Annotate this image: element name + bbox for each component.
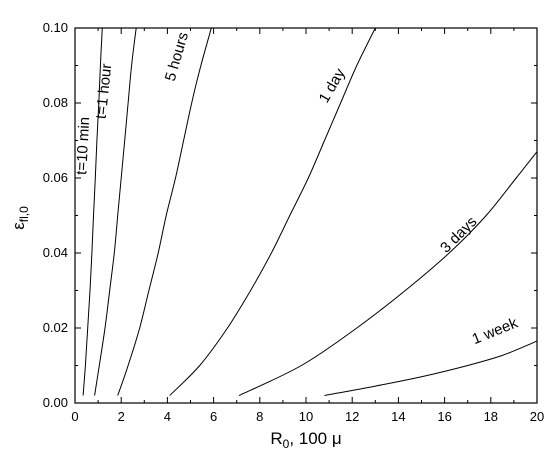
x-axis-label-main: R [270,429,282,448]
curve-label-3: 1 day [316,65,349,106]
curve-0 [82,27,103,396]
curve-label-4: 3 days [437,213,480,256]
y-tick-label: 0.10 [43,20,68,35]
curve-label-2: 5 hours [162,30,192,83]
x-tick-label: 12 [345,409,359,424]
curves [82,27,538,396]
x-tick-label: 6 [210,409,217,424]
tick-labels: 0 2 4 6 8 10 12 14 16 18 20 0.00 0.02 0.04 0.06 0.08 0.1… [43,20,545,424]
y-tick-label: 0.06 [43,170,68,185]
x-tick-label: 16 [437,409,451,424]
y-axis-label-main: ε [9,222,28,230]
x-tick-label: 2 [118,409,125,424]
x-tick-label: 0 [71,409,78,424]
y-tick-label: 0.04 [43,245,68,260]
x-tick-label: 8 [256,409,263,424]
y-tick-label: 0.02 [43,320,68,335]
axis-ticks [74,27,538,404]
x-tick-label: 4 [164,409,171,424]
x-axis-label: R0, 100 μ [270,429,341,451]
curve-label-1: t=1 hour [93,63,116,120]
curve-4 [238,151,538,396]
x-tick-label: 18 [484,409,498,424]
x-axis-label-suffix: , 100 μ [289,429,341,448]
y-axis-label: εfl,0 [9,206,31,230]
curve-1 [94,27,137,396]
x-tick-label: 20 [530,409,544,424]
curve-3 [169,27,376,396]
curve-2 [117,27,212,396]
curve-label-0: t=10 min [73,117,93,176]
curve-5 [324,340,538,396]
y-axis-label-sub: fl,0 [17,206,31,222]
curve-label-5: 1 week [470,314,521,348]
x-tick-label: 14 [391,409,405,424]
y-tick-label: 0.00 [43,395,68,410]
x-axis-label-sub: 0 [283,437,290,451]
y-tick-label: 0.08 [43,95,68,110]
x-tick-label: 10 [299,409,313,424]
